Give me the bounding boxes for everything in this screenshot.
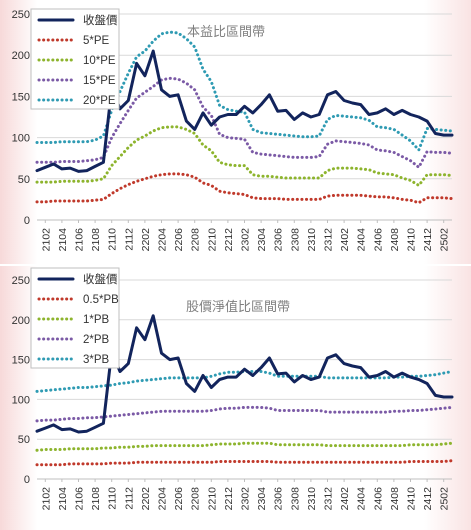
x-tick-label: 2412 [422, 487, 434, 511]
x-tick-label: 2210 [206, 487, 218, 511]
y-tick-label: 150 [12, 355, 30, 367]
x-tick-label: 2204 [157, 487, 169, 511]
x-tick-label: 2402 [339, 228, 351, 252]
x-tick-label: 2502 [439, 487, 451, 511]
x-tick-label: 2106 [74, 487, 86, 511]
x-tick-label: 2108 [90, 487, 102, 511]
y-tick-label: 100 [12, 394, 30, 406]
pe-band-chart-panel: 0 50 100 150 200 250 2102 2104 2106 2108 2110 2112 2… [0, 0, 471, 264]
legend-label: 0.5*PB [83, 294, 119, 306]
series-line-close-price [35, 49, 454, 173]
x-tick-label: 2410 [406, 228, 418, 252]
legend: 收盤價 5*PE 10*PE 15*PE 20*PE [30, 8, 120, 110]
x-tick-label: 2102 [40, 228, 52, 252]
series-line-band-1 [35, 459, 454, 467]
x-tick-label: 2302 [240, 487, 252, 511]
series-line-band-2 [35, 125, 454, 187]
y-tick-label: 50 [18, 434, 30, 446]
y-tick-label: 0 [24, 215, 30, 227]
x-tick-label: 2104 [57, 228, 69, 252]
chart-title: 股價淨值比區間帶 [186, 299, 290, 314]
x-tick-label: 2312 [323, 487, 335, 511]
x-tick-label: 2306 [273, 487, 285, 511]
x-tick-label: 2108 [90, 228, 102, 252]
legend-label: 3*PB [83, 354, 110, 366]
x-tick-label: 2304 [256, 228, 268, 252]
x-tick-label: 2102 [40, 487, 52, 511]
x-tick-label: 2302 [240, 228, 252, 252]
x-tick-label: 2206 [173, 487, 185, 511]
series-line-band-4 [35, 30, 454, 152]
x-tick-label: 2104 [57, 487, 69, 511]
legend-label: 15*PE [83, 75, 116, 87]
series-line-band-1 [35, 172, 454, 205]
legend-label: 2*PB [83, 334, 110, 346]
x-tick-label: 2212 [223, 228, 235, 252]
x-tick-label: 2208 [190, 487, 202, 511]
x-tick-label: 2202 [140, 228, 152, 252]
y-tick-label: 200 [12, 315, 30, 327]
x-tick-label: 2202 [140, 487, 152, 511]
x-tick-label: 2406 [372, 228, 384, 252]
pe-band-chart: 0 50 100 150 200 250 2102 2104 2106 2108 2110 2112 2… [12, 8, 454, 252]
pb-band-chart-panel: 0 50 100 150 200 250 2102 2104 2106 2108 2110 2112 2… [0, 266, 471, 530]
y-tick-label: 100 [12, 133, 30, 145]
y-tick-label: 50 [18, 174, 30, 186]
y-tick-label: 0 [24, 474, 30, 486]
x-tick-label: 2404 [356, 487, 368, 511]
x-tick-label: 2310 [306, 487, 318, 511]
series-line-band-3 [35, 405, 454, 423]
x-tick-label: 2204 [157, 228, 169, 252]
y-tick-label: 250 [12, 275, 30, 287]
x-tick-label: 2412 [422, 228, 434, 252]
legend-label: 1*PB [83, 314, 110, 326]
x-tick-label: 2112 [123, 487, 135, 510]
legend-label: 收盤價 [83, 272, 118, 286]
x-tick-label: 2110 [107, 487, 119, 510]
x-tick-label: 2312 [323, 228, 335, 252]
x-tick-label: 2408 [389, 228, 401, 252]
x-tick-label: 2110 [107, 228, 119, 251]
x-tick-label: 2308 [289, 228, 301, 252]
legend-label: 5*PE [83, 35, 110, 47]
x-tick-label: 2106 [74, 228, 86, 252]
series-line-band-4 [35, 370, 454, 393]
legend-label: 20*PE [83, 95, 116, 107]
legend-label: 收盤價 [83, 13, 118, 27]
y-tick-label: 150 [12, 91, 30, 103]
x-tick-label: 2304 [256, 487, 268, 511]
x-tick-label: 2410 [406, 487, 418, 511]
x-tick-label: 2406 [372, 487, 384, 511]
series-line-close-price [35, 314, 454, 434]
x-tick-label: 2112 [123, 228, 135, 251]
x-tick-label: 2306 [273, 228, 285, 252]
legend-label: 10*PE [83, 55, 116, 67]
x-tick-label: 2502 [439, 228, 451, 252]
series-line-band-2 [35, 441, 454, 452]
y-tick-label: 250 [12, 9, 30, 21]
x-tick-label: 2310 [306, 228, 318, 252]
legend-box [30, 267, 120, 369]
y-tick-label: 200 [12, 50, 30, 62]
x-tick-label: 2212 [223, 487, 235, 511]
chart-title: 本益比區間帶 [187, 24, 265, 39]
legend-box [30, 8, 120, 110]
x-tick-label: 2206 [173, 228, 185, 252]
x-tick-label: 2208 [190, 228, 202, 252]
legend: 收盤價 0.5*PB 1*PB 2*PB 3*PB [30, 267, 120, 369]
x-tick-label: 2408 [389, 487, 401, 511]
x-tick-label: 2404 [356, 228, 368, 252]
x-tick-label: 2402 [339, 487, 351, 511]
x-tick-label: 2308 [289, 487, 301, 511]
pb-band-chart: 0 50 100 150 200 250 2102 2104 2106 2108 2110 2112 2… [12, 267, 454, 511]
x-tick-label: 2210 [206, 228, 218, 252]
